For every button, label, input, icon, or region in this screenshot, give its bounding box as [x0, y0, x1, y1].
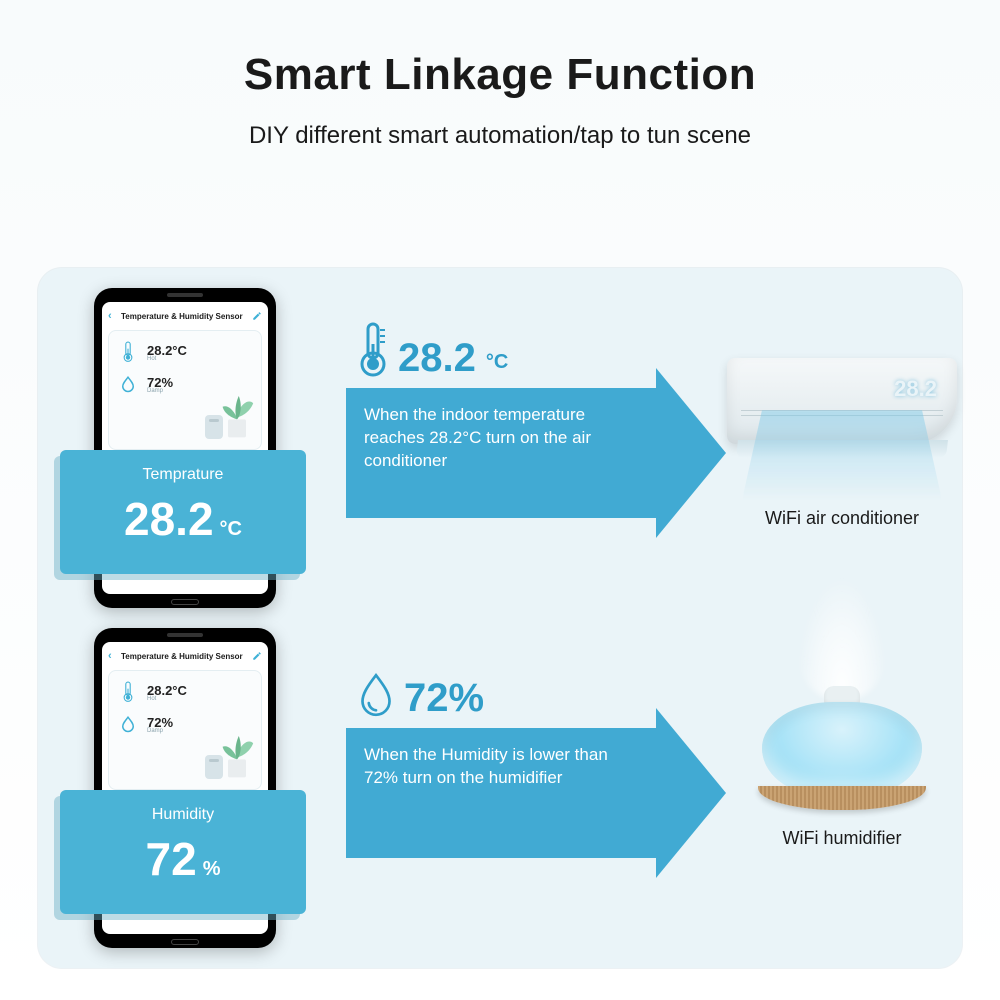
back-icon: ‹ [108, 650, 112, 662]
row-temperature: ‹ Temperature & Humidity Sensor 28.2°C H… [38, 298, 962, 588]
drop-icon [358, 672, 394, 718]
badge-value: 72 [146, 836, 197, 882]
arrow-description: When the Humidity is lower than 72% turn… [364, 744, 638, 790]
device-humidifier: WiFi humidifier [712, 608, 972, 849]
drop-icon [117, 373, 139, 395]
badge-unit: °C [220, 518, 242, 541]
back-icon: ‹ [108, 310, 112, 322]
edit-icon [252, 311, 262, 321]
hum-badge: Humidity 72 % [60, 790, 306, 914]
edit-icon [252, 651, 262, 661]
arrow-value: 28.2 [398, 338, 476, 378]
arrow-unit: °C [486, 351, 508, 374]
sensor-icon [205, 415, 223, 439]
badge-value: 28.2 [124, 496, 214, 542]
device-ac: 28.2 WiFi air conditioner [712, 318, 972, 529]
arrow-value: 72% [404, 678, 484, 718]
thermometer-icon [358, 322, 388, 378]
humidifier-icon [747, 608, 937, 818]
plant-icon [219, 385, 255, 443]
header: Smart Linkage Function DIY different sma… [0, 0, 1000, 150]
drop-icon [117, 713, 139, 735]
content-panel: ‹ Temperature & Humidity Sensor 28.2 °C H… [38, 268, 962, 968]
badge-label: Humidity [68, 806, 298, 824]
plant-icon [219, 725, 255, 783]
temp-arrow: 28.2 °C When the indoor temperature reac… [346, 338, 716, 538]
ac-display: 28.2 [894, 376, 937, 402]
page-subtitle: DIY different smart automation/tap to tu… [0, 122, 1000, 150]
phone-title: Temperature & Humidity Sensor [116, 312, 248, 321]
page-title: Smart Linkage Function [0, 50, 1000, 100]
sensor-icon [205, 755, 223, 779]
device-label: WiFi air conditioner [712, 508, 972, 529]
arrow-description: When the indoor temperature reaches 28.2… [364, 404, 638, 473]
badge-unit: % [203, 858, 221, 881]
phone-title: Temperature & Humidity Sensor [116, 652, 248, 661]
temp-badge: Temprature 28.2 °C [60, 450, 306, 574]
badge-label: Temprature [68, 466, 298, 484]
row-humidity: ‹ Temperature & Humidity Sensor 28.2°C H… [38, 638, 962, 928]
device-label: WiFi humidifier [712, 828, 972, 849]
thermometer-icon [117, 681, 139, 703]
hum-arrow: 72% When the Humidity is lower than 72% … [346, 678, 716, 878]
thermometer-icon [117, 341, 139, 363]
